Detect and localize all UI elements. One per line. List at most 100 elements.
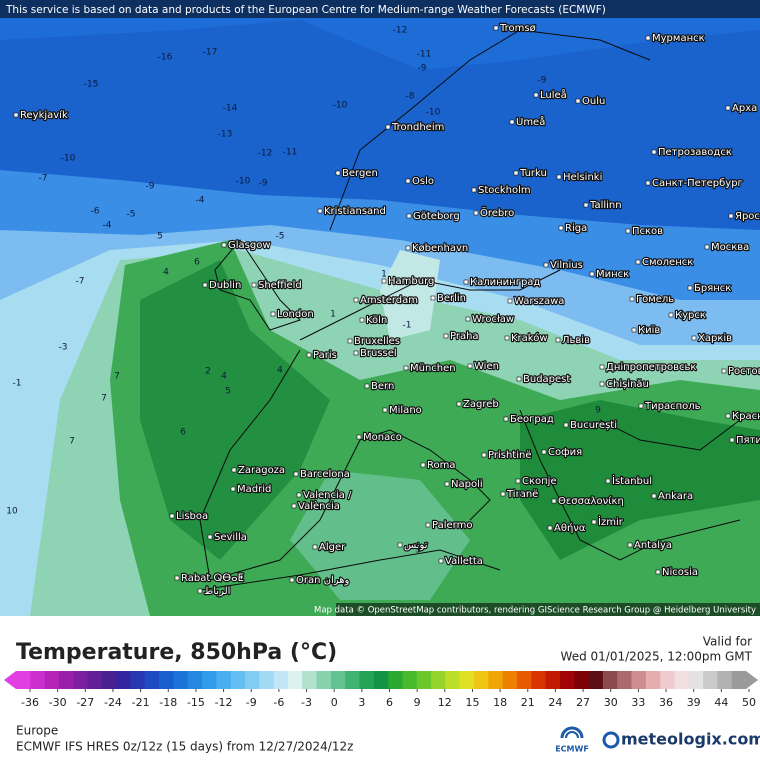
colorbar-swatch bbox=[703, 671, 718, 689]
valid-label: Valid for bbox=[703, 635, 752, 649]
colorbar-swatch bbox=[588, 671, 604, 689]
contour-label: -10 bbox=[236, 177, 251, 187]
colorbar-swatch bbox=[574, 671, 590, 689]
city-label: Дніпропетровськ bbox=[606, 361, 696, 373]
coastline bbox=[199, 349, 491, 581]
city-marker bbox=[625, 228, 631, 234]
city-marker bbox=[503, 416, 509, 422]
city-marker bbox=[533, 92, 539, 98]
contour-label: 4 bbox=[163, 268, 169, 278]
colorbar-swatch bbox=[688, 671, 704, 689]
city-label: София bbox=[548, 447, 582, 458]
colorbar-tick-label: 44 bbox=[714, 696, 728, 709]
colorbar-swatch bbox=[731, 671, 747, 689]
coastline bbox=[329, 29, 651, 231]
city-marker bbox=[551, 498, 557, 504]
city-label: Минск bbox=[596, 269, 629, 280]
contour-label: 5 bbox=[157, 232, 163, 242]
coastline bbox=[599, 419, 741, 451]
city-label: Paris bbox=[313, 350, 337, 361]
colorbar-tick-label: -30 bbox=[49, 696, 67, 709]
contour-label: -12 bbox=[393, 26, 408, 36]
colorbar-swatch bbox=[660, 671, 675, 689]
contour-label: 1 bbox=[330, 310, 336, 320]
city-label: Гомель bbox=[636, 294, 674, 305]
city-marker bbox=[230, 486, 236, 492]
city-marker bbox=[456, 401, 462, 407]
city-marker bbox=[463, 279, 469, 285]
city-label: Palermo bbox=[432, 520, 472, 531]
colorbar-tick-label: 21 bbox=[521, 696, 535, 709]
north-sea-zone bbox=[380, 250, 440, 340]
city-label: Zagreb bbox=[463, 399, 499, 410]
colorbar-tick-label: 15 bbox=[465, 696, 479, 709]
region: Europe bbox=[16, 724, 58, 738]
colorbar-swatch bbox=[502, 671, 518, 689]
city-marker bbox=[691, 335, 697, 341]
colorbar-tick-label: 6 bbox=[386, 696, 393, 709]
city-marker bbox=[13, 112, 19, 118]
city-marker bbox=[385, 124, 391, 130]
city-label: Köln bbox=[366, 315, 387, 326]
city-label: Мурманск bbox=[652, 33, 705, 44]
colorbar-swatch bbox=[431, 671, 446, 689]
colorbar-tick-label: 24 bbox=[548, 696, 562, 709]
colorbar-swatch bbox=[130, 671, 146, 689]
coastline bbox=[519, 409, 741, 561]
city-marker bbox=[481, 452, 487, 458]
colorbar-tick-label: 30 bbox=[604, 696, 618, 709]
city-label: Turku bbox=[519, 168, 547, 179]
ecmwf-arc bbox=[560, 726, 584, 739]
contour-label: -12 bbox=[258, 149, 273, 159]
city-marker bbox=[312, 544, 318, 550]
colorbar-swatch bbox=[516, 671, 532, 689]
city-label: Псков bbox=[632, 226, 663, 237]
legend-title: Temperature, 850hPa (°C) bbox=[16, 640, 337, 665]
notice-bar bbox=[0, 0, 760, 18]
city-label: Berlin bbox=[437, 293, 466, 304]
colorbar-arrow-right bbox=[746, 671, 758, 689]
city-marker bbox=[591, 519, 597, 525]
city-label: München bbox=[410, 363, 456, 374]
city-label: Riga bbox=[565, 223, 587, 234]
colorbar-swatch bbox=[173, 671, 189, 689]
colorbar-swatch bbox=[717, 671, 733, 689]
city-label: Sheffield bbox=[258, 280, 302, 291]
colorbar-swatch bbox=[30, 671, 46, 689]
ecmwf-logo: ECMWF bbox=[555, 726, 589, 754]
contour-label: -7 bbox=[76, 277, 85, 287]
contour-label: 6 bbox=[194, 258, 200, 268]
warm-core-west bbox=[140, 260, 330, 560]
colorbar-swatch bbox=[302, 671, 318, 689]
colorbar-swatch bbox=[645, 671, 661, 689]
colorbar-swatch bbox=[674, 671, 690, 689]
city-marker bbox=[430, 295, 436, 301]
city-label: London bbox=[277, 309, 314, 320]
city-label: Санкт-Петербург bbox=[652, 178, 743, 189]
colorbar-tick-label: 33 bbox=[631, 696, 645, 709]
contour-label: 7 bbox=[114, 372, 120, 382]
colorbar-tick-label: 27 bbox=[576, 696, 590, 709]
ecmwf-arc bbox=[565, 731, 579, 739]
contour-label: 6 bbox=[180, 428, 186, 438]
city-label: Калининград bbox=[470, 277, 540, 288]
colorbar-tick-label: -21 bbox=[132, 696, 150, 709]
colorbar-swatch bbox=[245, 671, 260, 689]
colorbar-swatch bbox=[316, 671, 332, 689]
city-marker bbox=[651, 149, 657, 155]
city-marker bbox=[725, 105, 731, 111]
city-label: Luleå bbox=[540, 88, 567, 101]
city-label: Stockholm bbox=[478, 185, 531, 196]
notice: This service is based on data and produc… bbox=[5, 4, 606, 16]
coastlines bbox=[199, 29, 741, 591]
colorbar-tick-label: -15 bbox=[187, 696, 205, 709]
city-marker bbox=[406, 213, 412, 219]
colorbar-tick-label: -3 bbox=[301, 696, 312, 709]
city-label: Харків bbox=[698, 332, 732, 344]
colorbar-tick-label: 12 bbox=[438, 696, 452, 709]
city-marker bbox=[721, 368, 727, 374]
city-label: Ярос bbox=[735, 211, 760, 222]
city-marker bbox=[493, 25, 499, 31]
city-marker bbox=[443, 333, 449, 339]
contour-label: -4 bbox=[103, 221, 112, 231]
